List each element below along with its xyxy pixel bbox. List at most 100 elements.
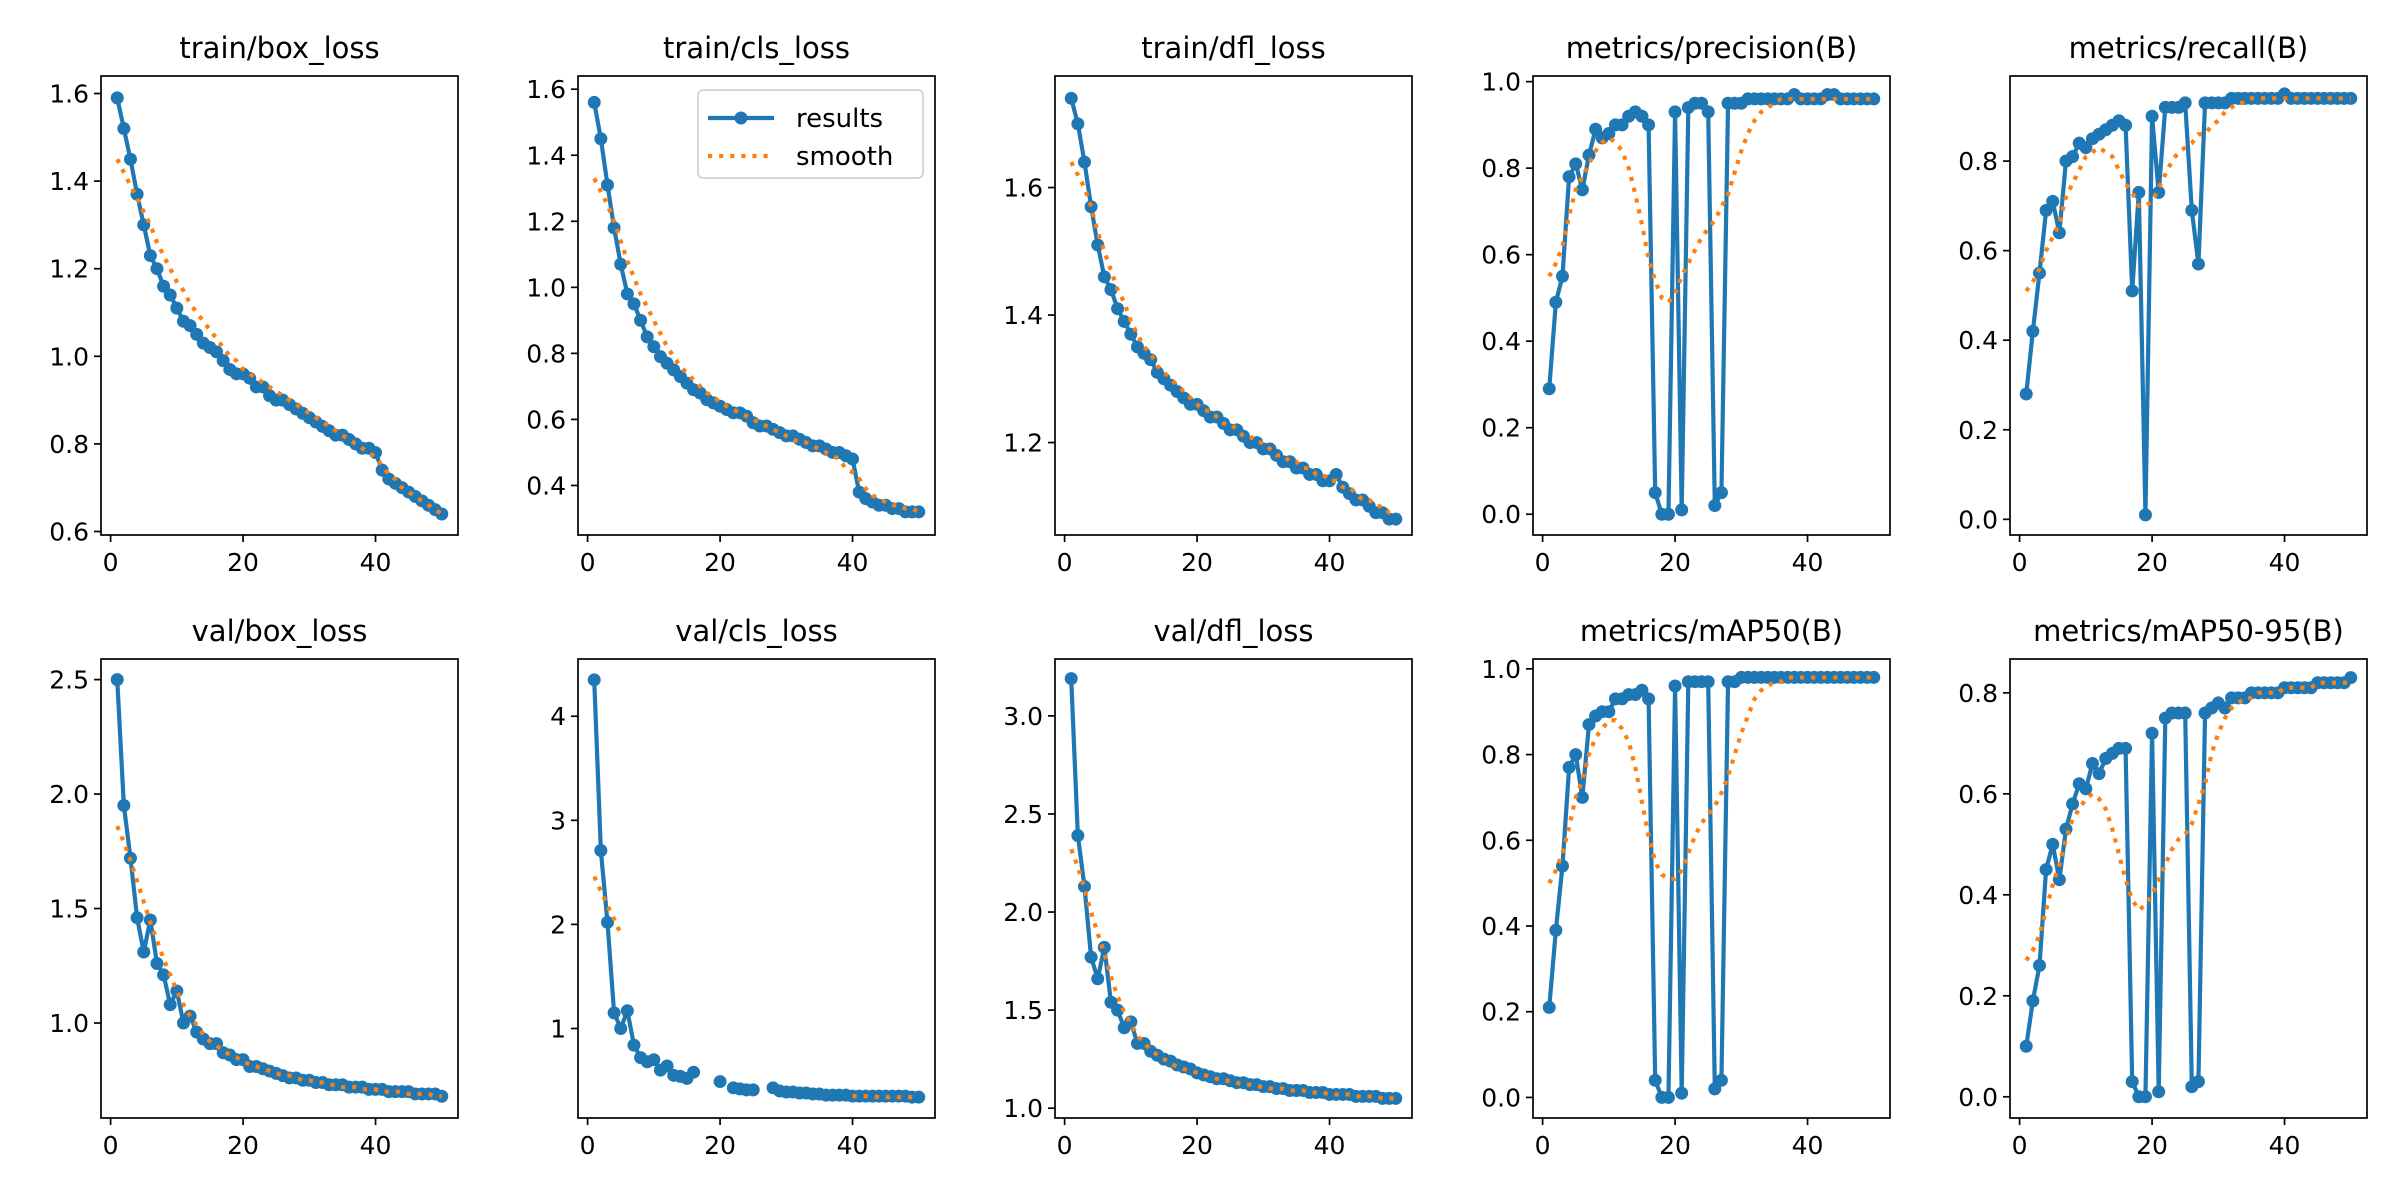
results-point — [143, 913, 157, 927]
y-tick-label: 1.6 — [526, 75, 566, 104]
results-point — [614, 1021, 628, 1035]
axes-frame — [1532, 658, 1891, 1119]
results-point — [2145, 726, 2159, 740]
results-point — [2191, 257, 2205, 271]
results-point — [1569, 157, 1583, 171]
x-tick-label: 40 — [837, 1131, 869, 1160]
plot-area — [2019, 87, 2358, 522]
x-tick-label: 40 — [360, 1131, 392, 1160]
y-tick-label: 1 — [550, 1014, 566, 1043]
results-point — [1575, 790, 1589, 804]
x-tick-label: 0 — [580, 548, 596, 577]
subplot-title: train/cls_loss — [663, 31, 850, 65]
x-tick-label: 20 — [1659, 548, 1691, 577]
results-point — [587, 95, 601, 109]
x-tick-label: 0 — [1535, 548, 1551, 577]
axes-frame — [577, 75, 936, 536]
results-point — [1562, 760, 1576, 774]
y-tick-label: 0.6 — [1958, 237, 1998, 266]
smooth-line — [2024, 96, 2351, 293]
results-point — [1549, 295, 1563, 309]
results-point — [2019, 387, 2033, 401]
x-tick-label: 20 — [1181, 548, 1213, 577]
results-point — [1675, 1086, 1689, 1100]
results-point — [2145, 109, 2159, 123]
results-point — [1642, 692, 1656, 706]
results-point — [1675, 503, 1689, 517]
results-point — [1549, 923, 1563, 937]
y-tick-label: 0.4 — [1481, 912, 1521, 941]
results-point — [746, 1083, 760, 1097]
y-tick-label: 0.6 — [1958, 780, 1998, 809]
x-tick-label: 0 — [2012, 548, 2028, 577]
results-point — [2019, 1039, 2033, 1053]
x-tick-label: 40 — [1792, 1131, 1824, 1160]
y-tick-label: 1.5 — [1003, 996, 1043, 1025]
results-point — [2032, 266, 2046, 280]
results-point — [123, 152, 137, 166]
results-point — [600, 915, 614, 929]
results-point — [1562, 170, 1576, 184]
y-tick-label: 1.4 — [526, 141, 566, 170]
results-point — [1555, 269, 1569, 283]
results-point — [614, 257, 628, 271]
results-point — [369, 446, 383, 460]
results-point — [150, 956, 164, 970]
plot-area — [1064, 91, 1403, 526]
results-point — [2178, 706, 2192, 720]
y-tick-label: 1.4 — [1003, 301, 1043, 330]
results-point — [1582, 148, 1596, 162]
subplot-metrics-precision-b: metrics/precision(B) 0 20 40 0.0 0.2 0.4 0.6 0.8… — [1481, 31, 1891, 577]
x-tick-label: 20 — [704, 548, 736, 577]
results-point — [157, 968, 171, 982]
y-tick-label: 1.0 — [1003, 1094, 1043, 1123]
results-point — [2125, 284, 2139, 298]
results-point — [1714, 1073, 1728, 1087]
results-point — [117, 122, 131, 136]
x-tick-label: 0 — [103, 1131, 119, 1160]
x-tick-label: 20 — [1659, 1131, 1691, 1160]
results-point — [1071, 829, 1085, 843]
x-tick-label: 20 — [2136, 548, 2168, 577]
results-point — [640, 330, 654, 344]
results-point — [1329, 467, 1343, 481]
x-tick-label: 0 — [1057, 548, 1073, 577]
results-point — [594, 844, 608, 858]
axes-frame — [1054, 75, 1413, 536]
results-point — [846, 452, 860, 466]
subplot-train-dfl-loss: train/dfl_loss 0 20 40 1.2 1.4 1.6 — [1003, 31, 1413, 577]
plot-area — [2019, 671, 2358, 1104]
results-point — [587, 673, 601, 687]
y-tick-label: 2.5 — [49, 666, 89, 695]
results-point — [150, 262, 164, 276]
x-tick-label: 20 — [1181, 1131, 1213, 1160]
results-point — [2119, 741, 2133, 755]
plot-area — [1542, 670, 1881, 1104]
smooth-line — [592, 177, 920, 514]
y-tick-label: 0.0 — [1481, 1083, 1521, 1112]
results-point — [2066, 150, 2080, 164]
results-point — [1389, 512, 1403, 526]
y-tick-label: 0.8 — [1481, 154, 1521, 183]
axes-frame — [577, 658, 936, 1119]
results-point — [2085, 757, 2099, 771]
results-point — [1091, 972, 1105, 986]
results-point — [1701, 105, 1715, 119]
y-tick-label: 1.6 — [49, 80, 89, 109]
results-point — [1111, 302, 1125, 316]
y-tick-label: 0.2 — [1958, 982, 1998, 1011]
results-point — [137, 945, 151, 959]
results-point — [2218, 701, 2232, 715]
results-point — [2191, 1075, 2205, 1089]
results-point — [1104, 283, 1118, 297]
results-point — [1648, 1073, 1662, 1087]
results-point — [2079, 782, 2093, 796]
results-point — [2119, 118, 2133, 132]
subplot-val-box-loss: val/box_loss 0 20 40 1.0 1.5 2.0 2.5 — [49, 614, 459, 1160]
smooth-line — [1547, 96, 1874, 306]
x-tick-label: 0 — [580, 1131, 596, 1160]
results-point — [163, 998, 177, 1012]
y-tick-label: 2 — [550, 910, 566, 939]
y-tick-label: 4 — [550, 702, 566, 731]
